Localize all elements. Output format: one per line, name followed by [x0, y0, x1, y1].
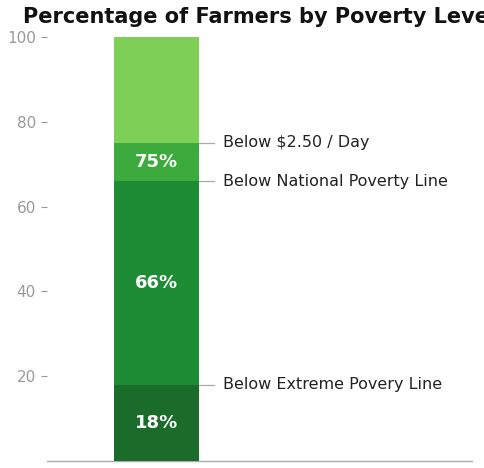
Text: 75%: 75% [135, 153, 178, 171]
Bar [114, 37, 199, 143]
Bar [114, 385, 199, 461]
Text: 66%: 66% [135, 274, 178, 292]
Bar [114, 143, 199, 181]
Title: Percentage of Farmers by Poverty Level: Percentage of Farmers by Poverty Level [23, 7, 484, 27]
Bar [114, 181, 199, 385]
Text: Below $2.50 / Day: Below $2.50 / Day [223, 135, 369, 150]
Text: Below Extreme Povery Line: Below Extreme Povery Line [223, 377, 442, 392]
Text: Below National Poverty Line: Below National Poverty Line [223, 174, 448, 189]
Text: 18%: 18% [135, 414, 178, 432]
